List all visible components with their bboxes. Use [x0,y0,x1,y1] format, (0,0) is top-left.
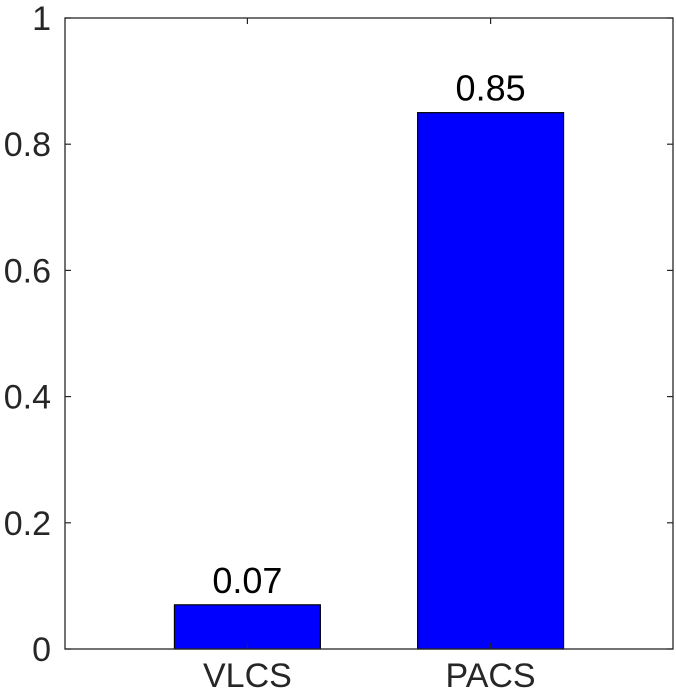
y-tick-label: 0.8 [4,126,51,164]
x-tick-label-pacs: PACS [446,657,536,695]
x-tick-label-vlcs: VLCS [203,657,292,695]
x-axis-ticks: VLCS PACS [203,18,536,695]
y-tick-label: 0.4 [4,379,51,417]
bar-vlcs [173,604,321,650]
data-label-vlcs: 0.07 [212,560,282,601]
bars-group [173,112,565,650]
plot-area [65,18,673,649]
axes-box [64,17,674,650]
data-label-pacs: 0.85 [456,68,526,109]
data-labels-group: 0.07 0.85 [212,68,525,601]
bar-pacs [417,112,565,650]
y-tick-label: 1 [32,0,51,38]
y-axis-ticks: 0 0.2 0.4 0.6 0.8 1 [4,0,673,669]
y-tick-label: 0.2 [4,505,51,543]
y-tick-label: 0 [32,631,51,669]
y-tick-label: 0.6 [4,252,51,290]
